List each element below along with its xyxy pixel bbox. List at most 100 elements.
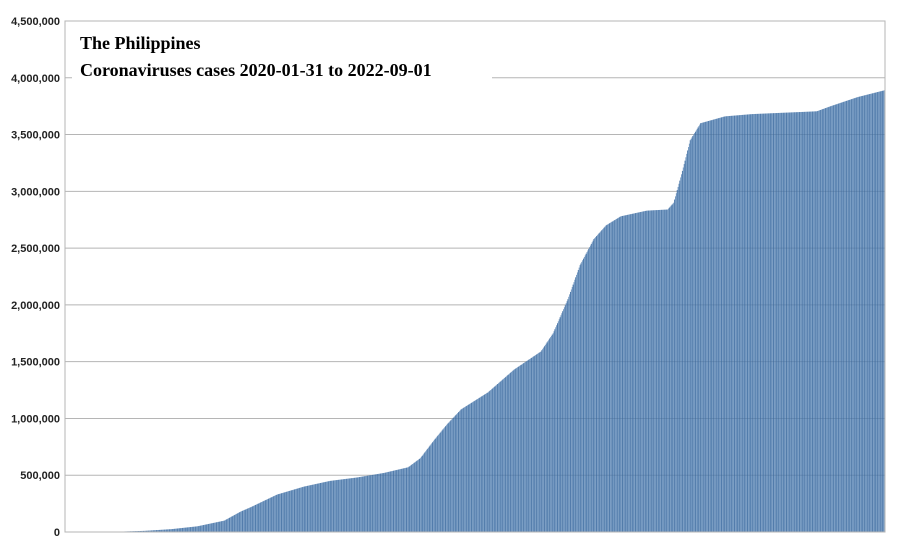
bar — [229, 517, 230, 532]
bar — [400, 468, 402, 532]
bar — [273, 496, 275, 532]
bar — [248, 508, 250, 532]
bar — [141, 530, 143, 532]
bar — [200, 525, 202, 532]
bar — [595, 237, 597, 532]
bar — [865, 94, 867, 532]
bar — [156, 530, 158, 532]
bar — [881, 90, 883, 533]
bar — [484, 394, 486, 532]
bar — [722, 116, 724, 533]
bar — [750, 114, 752, 532]
bar — [635, 212, 637, 532]
bar — [372, 474, 374, 532]
bar — [501, 380, 503, 532]
bar — [168, 529, 170, 532]
bar — [517, 367, 518, 532]
bar — [389, 471, 391, 532]
bar — [836, 104, 838, 533]
bar — [625, 215, 627, 532]
bar — [324, 482, 326, 532]
bar — [733, 115, 735, 533]
y-tick-label: 3,000,000 — [11, 186, 60, 198]
bar — [775, 113, 777, 532]
bar — [567, 299, 569, 532]
y-tick-label: 1,000,000 — [11, 413, 60, 425]
bar — [423, 453, 425, 532]
bar — [484, 393, 486, 532]
bar — [340, 479, 341, 532]
bar — [311, 484, 313, 532]
bar — [292, 489, 294, 532]
bar — [485, 393, 487, 532]
bar — [429, 445, 431, 532]
bar — [634, 213, 636, 533]
bar — [816, 111, 818, 532]
bar — [648, 210, 650, 533]
bar — [175, 528, 177, 532]
bar — [547, 341, 549, 532]
bar — [376, 474, 378, 532]
bar — [543, 346, 545, 532]
bar — [830, 106, 832, 533]
bar — [505, 376, 507, 532]
bar — [294, 489, 295, 532]
bar — [671, 204, 673, 532]
bar — [215, 522, 217, 532]
bar — [285, 491, 287, 532]
bar — [221, 521, 223, 532]
bar — [375, 474, 377, 532]
bar — [453, 416, 455, 532]
bar — [755, 113, 757, 533]
bar — [797, 112, 799, 532]
bar — [740, 114, 742, 533]
bar — [235, 514, 236, 532]
bar — [368, 475, 370, 532]
bar — [630, 214, 632, 533]
bar — [353, 477, 354, 532]
bar — [725, 116, 727, 532]
bar — [867, 94, 869, 532]
bar — [854, 97, 856, 533]
bar — [729, 115, 731, 532]
bar — [419, 458, 421, 532]
bar — [571, 287, 573, 532]
bar — [824, 108, 826, 533]
bar — [253, 505, 255, 532]
bar — [169, 529, 171, 532]
bar — [222, 520, 224, 532]
bar — [307, 485, 309, 532]
bar — [387, 471, 389, 532]
bar — [193, 526, 195, 532]
bar — [164, 529, 166, 532]
bar — [702, 122, 704, 532]
bar — [322, 482, 324, 532]
bar — [201, 525, 203, 532]
bar — [599, 232, 601, 532]
bar — [850, 99, 852, 533]
bar — [395, 470, 397, 532]
bar — [650, 210, 652, 532]
bar — [312, 484, 314, 532]
bar — [445, 425, 447, 532]
bar — [275, 494, 277, 532]
bar — [162, 529, 164, 532]
bar — [386, 472, 387, 532]
bar — [519, 365, 521, 532]
bar — [255, 504, 256, 532]
bar — [320, 482, 322, 532]
bar — [432, 441, 434, 532]
bar — [883, 90, 885, 533]
bar — [688, 143, 690, 532]
bar — [237, 512, 239, 532]
bar — [291, 490, 293, 532]
bar — [621, 216, 623, 532]
bar — [736, 115, 738, 533]
bar — [853, 98, 855, 532]
bar — [590, 243, 592, 533]
bar — [506, 375, 508, 532]
bar — [569, 294, 571, 532]
bar — [391, 471, 393, 532]
bar — [676, 190, 678, 532]
bar — [788, 112, 790, 532]
